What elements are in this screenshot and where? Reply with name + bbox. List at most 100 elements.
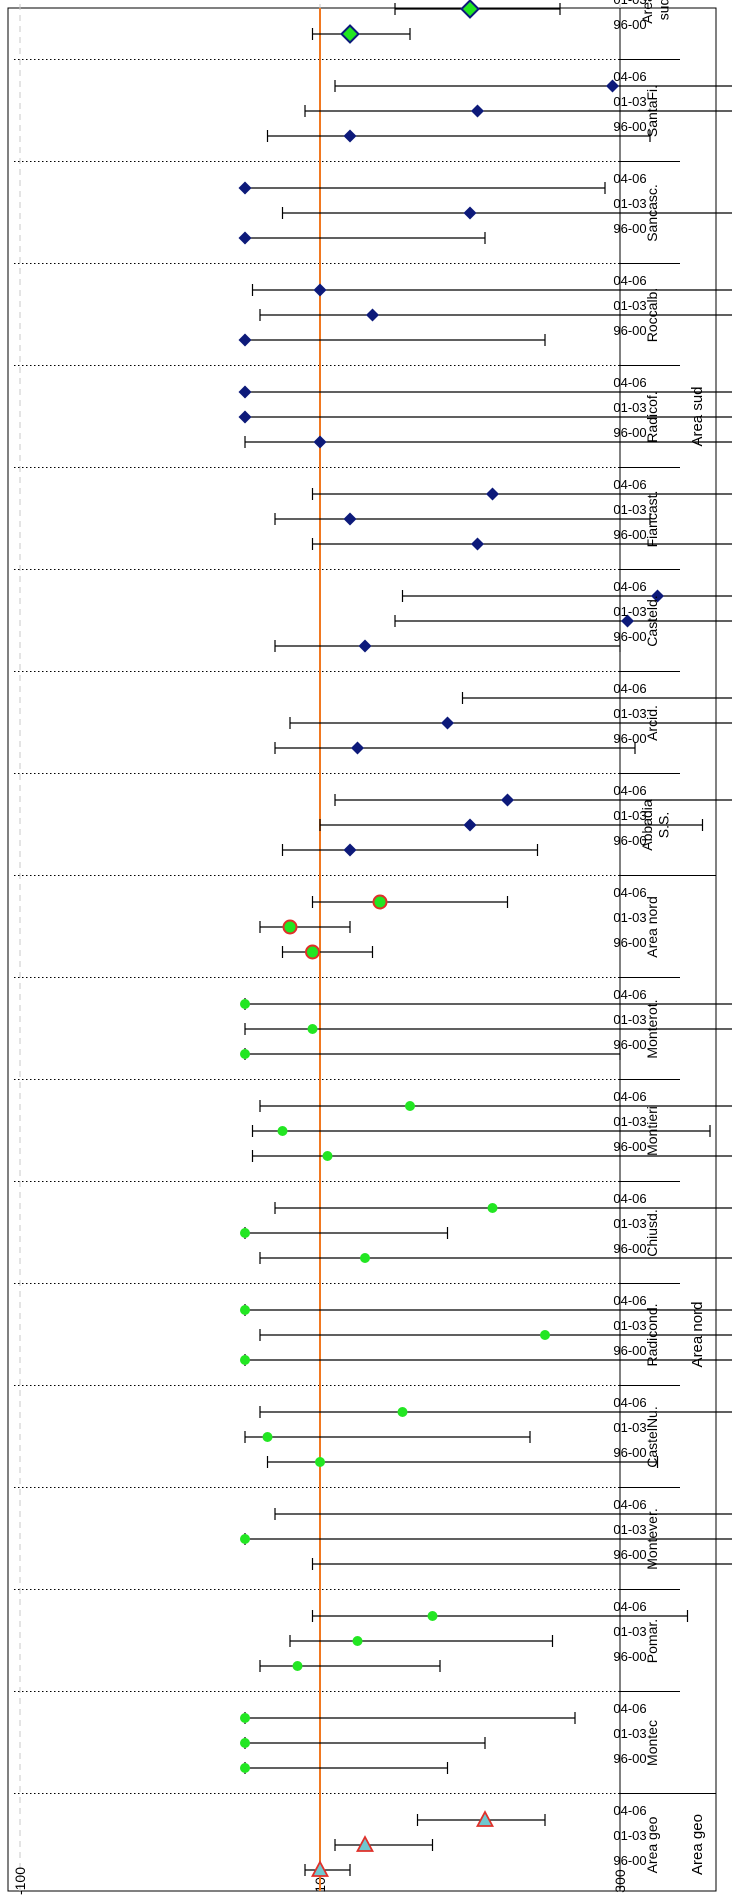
diamond-marker bbox=[471, 537, 484, 551]
station-separators bbox=[14, 59, 620, 1794]
period-label: 04-06 bbox=[613, 1395, 646, 1410]
group-label: Area geo bbox=[689, 1814, 706, 1875]
circle-marker bbox=[277, 1126, 288, 1136]
group-label: Area nord bbox=[689, 1302, 706, 1368]
period-label: 04-06 bbox=[613, 1089, 646, 1104]
circle-marker bbox=[487, 1203, 498, 1213]
station-label: Area geo bbox=[644, 1816, 660, 1873]
data-point bbox=[487, 1203, 498, 1213]
data-point bbox=[355, 1835, 375, 1852]
period-label: 96-00 bbox=[613, 731, 646, 746]
period-label: 04-06 bbox=[613, 1191, 646, 1206]
data-point bbox=[238, 385, 252, 399]
diamond-marker bbox=[238, 181, 252, 195]
circle-marker bbox=[240, 999, 250, 1009]
data-point bbox=[471, 104, 484, 118]
data-point bbox=[343, 843, 357, 857]
data-point bbox=[240, 1534, 250, 1544]
period-label: 01-03 bbox=[613, 0, 646, 7]
data-point bbox=[238, 231, 252, 245]
period-label: 01-03 bbox=[613, 706, 646, 721]
diamond-marker bbox=[621, 614, 634, 628]
circle-marker bbox=[305, 944, 320, 960]
station-label: Montieri bbox=[644, 1106, 660, 1156]
data-point bbox=[352, 1636, 363, 1646]
data-point bbox=[240, 1713, 250, 1723]
period-label: 01-03 bbox=[613, 1420, 646, 1435]
group-label: Area sud bbox=[689, 386, 706, 446]
circle-marker bbox=[405, 1101, 415, 1111]
diamond-marker bbox=[351, 741, 364, 755]
circle-marker bbox=[240, 1049, 250, 1059]
rotated-chart-body: -1001003005007009001100130015001700 96-0… bbox=[7, 0, 732, 1895]
data-point bbox=[322, 1151, 333, 1161]
data-point bbox=[343, 129, 357, 143]
station-label: AbbadiaS.S. bbox=[639, 799, 671, 851]
period-label: 96-00 bbox=[613, 527, 646, 542]
diamond-marker bbox=[460, 0, 480, 19]
period-label: 01-03 bbox=[613, 604, 646, 619]
data-point bbox=[366, 308, 379, 322]
period-label: 01-03 bbox=[613, 1114, 646, 1129]
diamond-marker bbox=[343, 129, 357, 143]
circle-marker bbox=[372, 894, 388, 910]
station-label: Areasud bbox=[639, 0, 671, 24]
diamond-marker bbox=[343, 512, 357, 526]
station-label: Montec bbox=[644, 1720, 660, 1766]
diamond-marker bbox=[358, 639, 372, 653]
data-point bbox=[397, 1407, 408, 1417]
station-label: Roccalb. bbox=[644, 288, 660, 342]
diamond-marker bbox=[343, 843, 357, 857]
y-tick-label: -100 bbox=[12, 1867, 28, 1895]
data-point bbox=[372, 894, 388, 910]
data-point bbox=[340, 24, 360, 44]
period-label: 96-00 bbox=[613, 1037, 646, 1052]
station-label: CastelNu. bbox=[644, 1406, 660, 1467]
period-label: 01-03 bbox=[613, 1522, 646, 1537]
period-label: 04-06 bbox=[613, 987, 646, 1002]
diamond-marker bbox=[501, 793, 514, 807]
station-label: Arcid. bbox=[644, 705, 660, 741]
data-point bbox=[501, 793, 514, 807]
diamond-marker bbox=[471, 104, 484, 118]
data-point bbox=[463, 206, 477, 220]
period-label: 04-06 bbox=[613, 375, 646, 390]
period-label: 04-06 bbox=[613, 171, 646, 186]
circle-marker bbox=[240, 1228, 250, 1238]
data-point bbox=[238, 181, 252, 195]
station-label: Pomar. bbox=[644, 1619, 660, 1663]
station-label: Monterot. bbox=[644, 999, 660, 1058]
diamond-marker bbox=[238, 231, 252, 245]
data-point bbox=[486, 487, 499, 501]
period-label: 04-06 bbox=[613, 1293, 646, 1308]
station-label: Fiancast. bbox=[644, 491, 660, 548]
data-point bbox=[441, 716, 454, 730]
diamond-marker bbox=[238, 385, 252, 399]
data-point bbox=[405, 1101, 415, 1111]
period-label: 04-06 bbox=[613, 1803, 646, 1818]
data-point bbox=[277, 1126, 288, 1136]
period-label: 04-06 bbox=[613, 885, 646, 900]
markers bbox=[238, 0, 664, 1877]
data-point bbox=[240, 1049, 250, 1059]
period-label: 01-03 bbox=[613, 1624, 646, 1639]
period-label: 01-03 bbox=[613, 502, 646, 517]
station-label: Radicond. bbox=[644, 1303, 660, 1366]
diamond-marker bbox=[366, 308, 379, 322]
data-point bbox=[475, 1810, 495, 1827]
data-point bbox=[651, 589, 664, 603]
data-point bbox=[360, 1253, 370, 1263]
period-label: 01-03 bbox=[613, 1726, 646, 1741]
period-label: 04-06 bbox=[613, 273, 646, 288]
period-label: 96-00 bbox=[613, 119, 646, 134]
data-point bbox=[621, 614, 634, 628]
station-label: Sancasc. bbox=[644, 184, 660, 242]
data-point bbox=[262, 1432, 273, 1442]
triangle-marker bbox=[355, 1835, 375, 1852]
data-point bbox=[240, 1228, 250, 1238]
circle-marker bbox=[240, 1763, 250, 1773]
circle-marker bbox=[262, 1432, 273, 1442]
data-point bbox=[282, 919, 298, 935]
